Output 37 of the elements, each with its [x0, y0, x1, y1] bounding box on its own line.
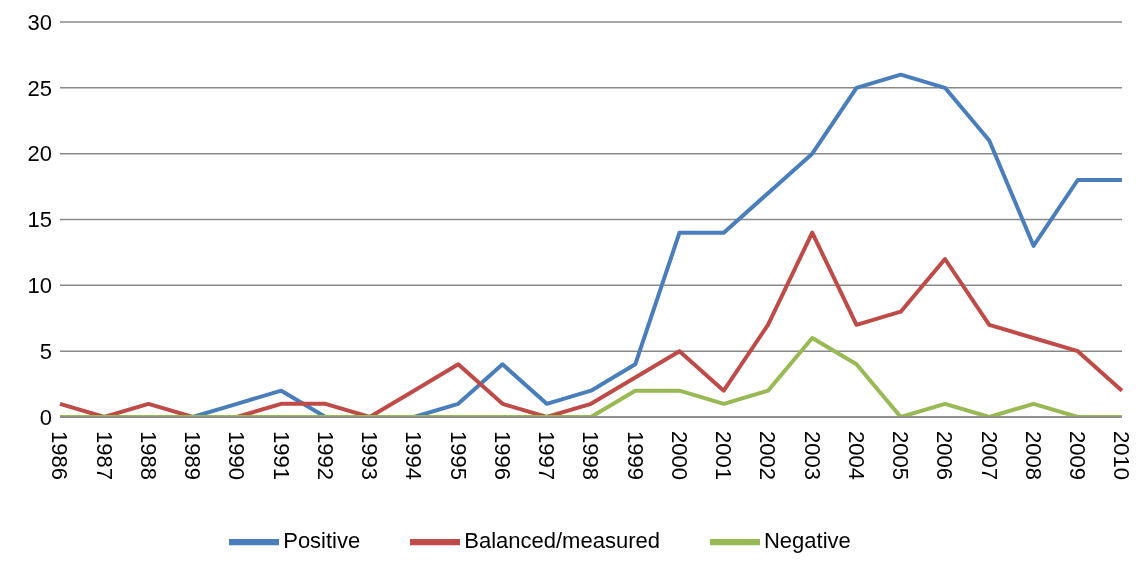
x-tick-label: 1989	[180, 431, 206, 480]
x-tick-label: 1986	[47, 431, 73, 480]
legend-label: Balanced/measured	[464, 527, 660, 553]
line-series	[58, 336, 1124, 417]
x-tick-label: 1991	[268, 431, 294, 480]
x-tick-label: 1990	[224, 431, 250, 480]
x-tick-label: 2001	[711, 431, 737, 480]
x-tick-label: 1987	[91, 431, 117, 480]
y-tick-label: 10	[27, 273, 52, 299]
legend-label: Positive	[283, 527, 361, 553]
y-tick-label: 5	[39, 338, 52, 364]
x-tick-label: 1995	[445, 431, 471, 480]
x-tick-label: 1994	[401, 431, 427, 480]
x-tick-label: 1992	[312, 431, 338, 480]
x-tick-label: 1997	[534, 431, 560, 480]
x-tick-label: 2004	[843, 431, 869, 480]
x-tick-label: 1998	[578, 431, 604, 480]
y-tick-label: 20	[27, 141, 52, 167]
x-tick-label: 2002	[755, 431, 781, 480]
x-tick-label: 2007	[976, 431, 1002, 480]
x-tick-label: 2010	[1109, 431, 1135, 480]
line-series	[58, 230, 1124, 417]
x-tick-label: 1993	[357, 431, 383, 480]
x-tick-label: 1996	[489, 431, 515, 480]
x-tick-label: 2000	[666, 431, 692, 480]
legend-label: Negative	[763, 527, 851, 553]
x-tick-label: 2008	[1020, 431, 1046, 480]
y-tick-label: 30	[27, 9, 52, 35]
y-tick-label: 25	[27, 75, 52, 101]
y-tick-label: 15	[27, 207, 52, 233]
y-tick-label: 0	[39, 404, 52, 430]
x-tick-label: 2006	[932, 431, 958, 480]
x-tick-label: 2005	[888, 431, 914, 480]
x-tick-label: 2003	[799, 431, 825, 480]
x-tick-label: 2009	[1065, 431, 1091, 480]
x-tick-label: 1988	[135, 431, 161, 480]
x-tick-label: 1999	[622, 431, 648, 480]
